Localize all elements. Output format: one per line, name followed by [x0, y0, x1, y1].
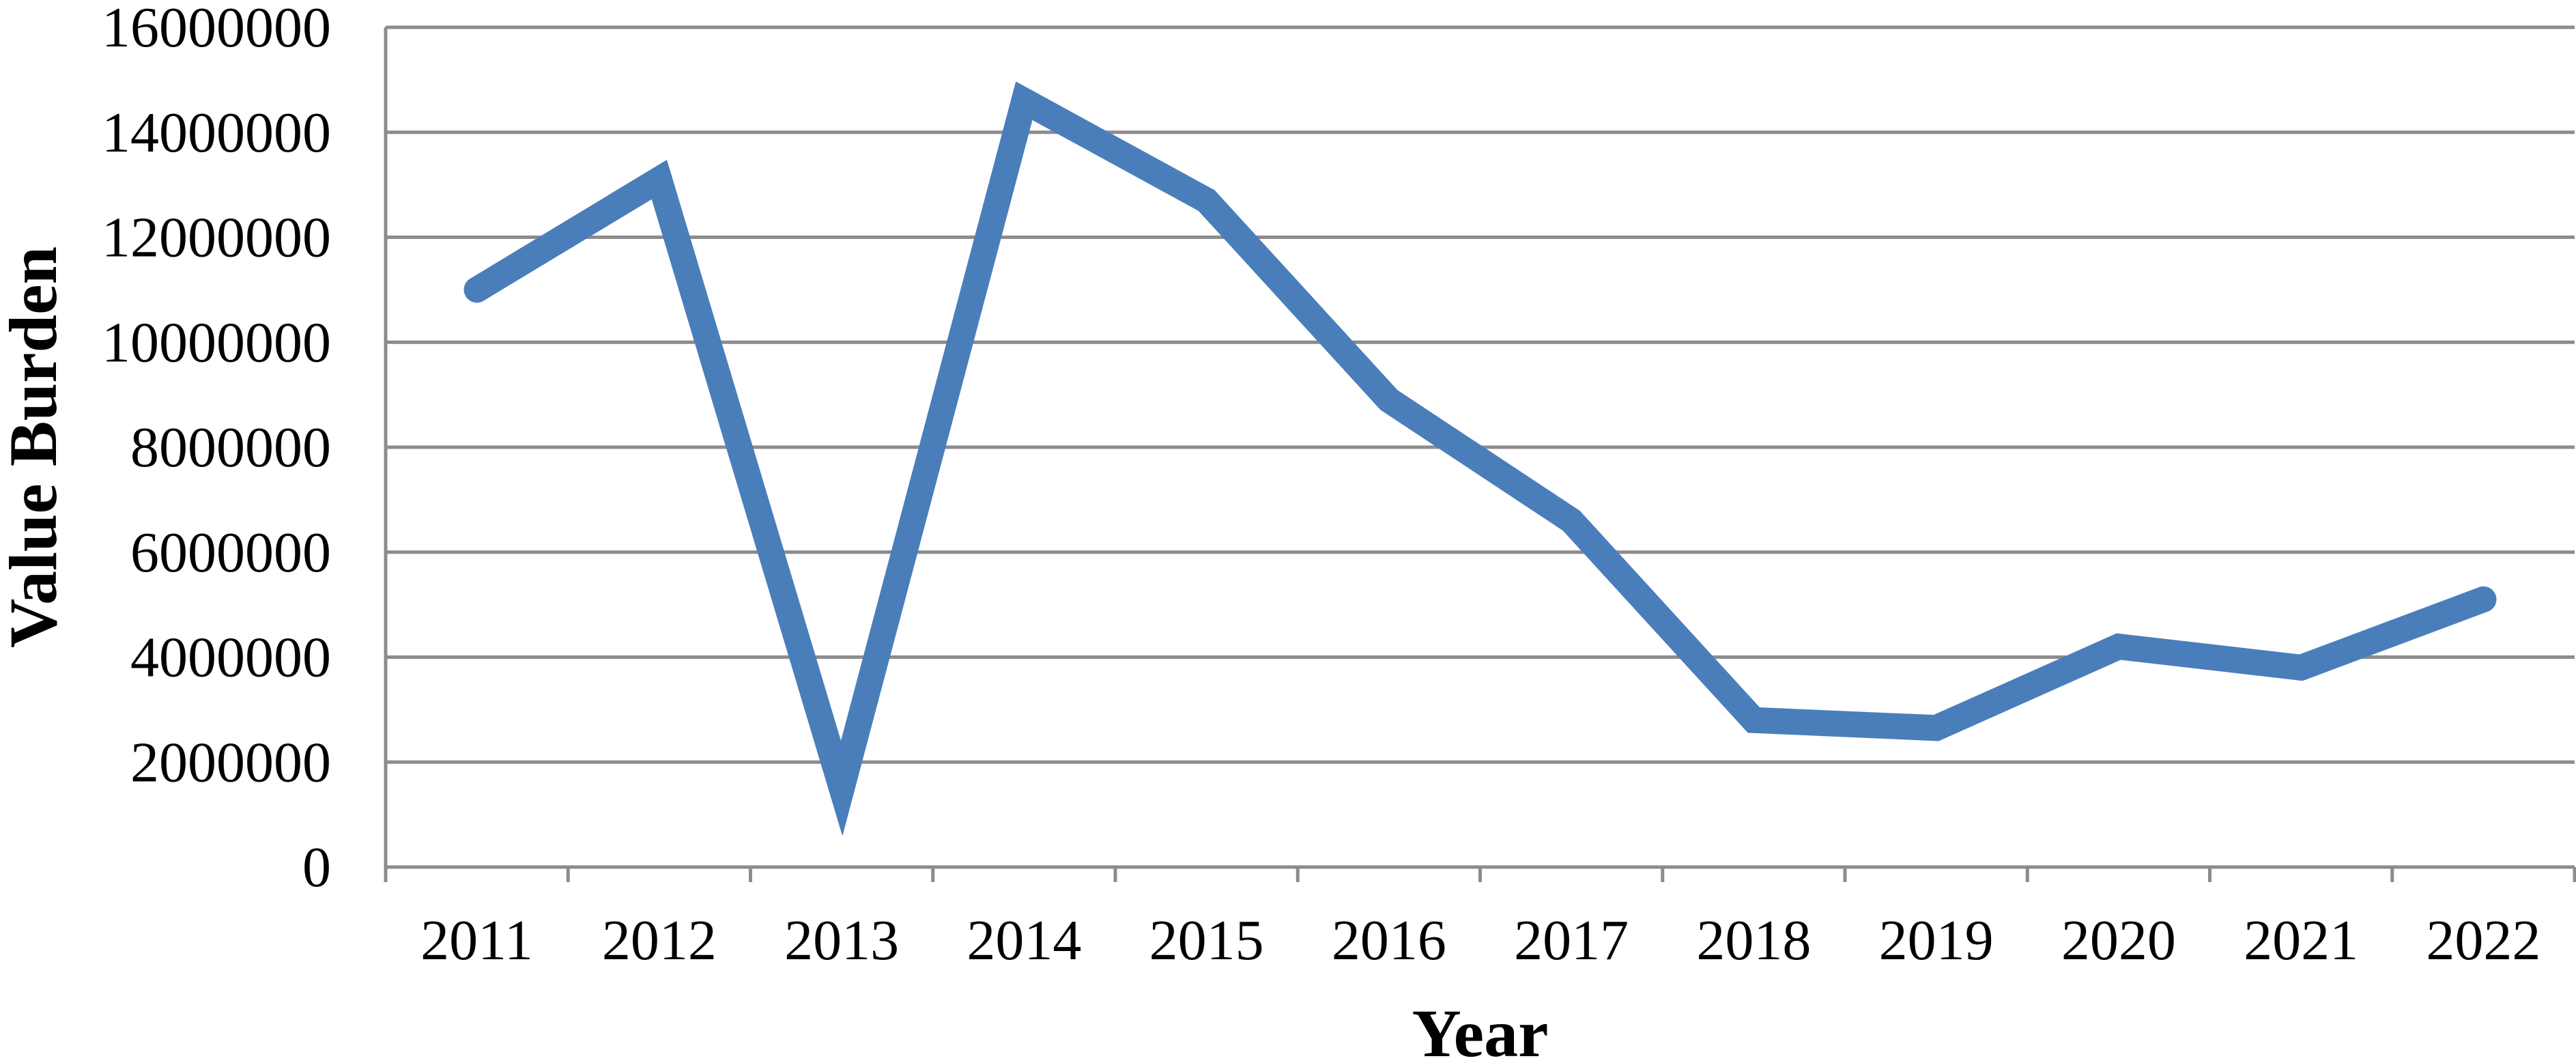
data-point [2105, 634, 2132, 660]
data-point [1923, 715, 1949, 741]
y-tick-label: 6000000 [130, 521, 331, 584]
data-point [1193, 187, 1220, 214]
x-tick-label: 2012 [602, 909, 717, 972]
x-axis-title: Year [1412, 995, 1549, 1063]
y-tick-label: 4000000 [130, 626, 331, 690]
data-point [2470, 586, 2497, 612]
data-point [463, 277, 490, 303]
y-axis-tick-labels: 0 2000000 4000000 6000000 8000000 10000000 120… [102, 0, 331, 899]
y-tick-label: 12000000 [102, 206, 331, 270]
y-tick-label: 2000000 [130, 731, 331, 794]
data-point [1011, 87, 1037, 114]
data-point [646, 166, 672, 193]
y-tick-label: 0 [302, 836, 331, 899]
y-axis-title: Value Burden [0, 246, 71, 648]
y-tick-label: 16000000 [102, 0, 331, 59]
x-tick-label: 2017 [1514, 909, 1629, 972]
y-tick-label: 8000000 [130, 416, 331, 479]
y-tick-label: 10000000 [102, 311, 331, 374]
x-tick-label: 2014 [967, 909, 1081, 972]
series-group [463, 81, 2497, 836]
y-tick-label: 14000000 [102, 101, 331, 165]
data-point [1741, 707, 1767, 733]
x-tick-label: 2021 [2244, 909, 2358, 972]
x-tick-label: 2019 [1879, 909, 1994, 972]
x-tick-label: 2018 [1696, 909, 1811, 972]
data-point [829, 775, 855, 802]
x-tick-label: 2013 [784, 909, 899, 972]
data-point [2288, 654, 2315, 681]
axes [384, 27, 2576, 882]
x-tick-label: 2022 [2426, 909, 2541, 972]
data-point [1558, 507, 1585, 534]
data-point [1375, 386, 1402, 413]
x-axis-tick-labels: 2011 2012 2013 2014 2015 2016 2017 2018 2019 2020… [420, 909, 2541, 972]
x-tick-label: 2011 [420, 909, 533, 972]
series-line-0 [463, 81, 2497, 836]
x-tick-label: 2015 [1149, 909, 1264, 972]
x-tick-label: 2016 [1332, 909, 1446, 972]
x-tick-label: 2020 [2061, 909, 2176, 972]
